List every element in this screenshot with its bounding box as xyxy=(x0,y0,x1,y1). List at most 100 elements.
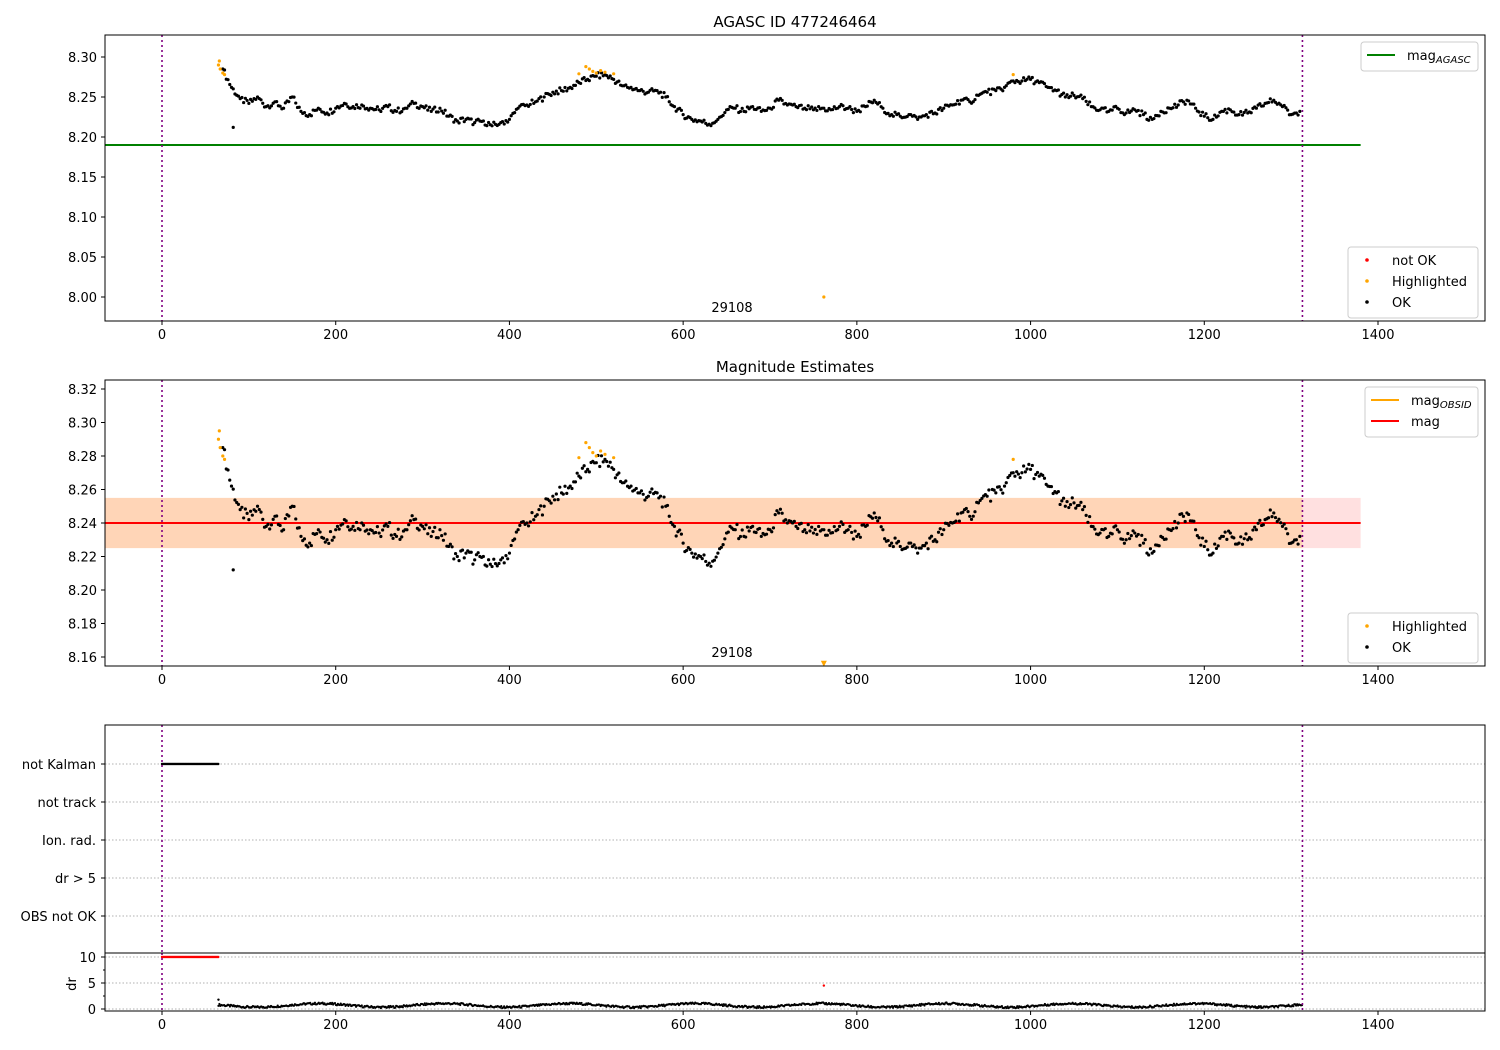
top-ok-point xyxy=(344,102,348,106)
top-ok-point xyxy=(240,95,244,100)
mid-ok-point xyxy=(780,511,784,515)
top-ytick-label: 8.10 xyxy=(68,211,97,226)
mid-highlighted-point xyxy=(591,451,595,455)
top-ok-point xyxy=(1261,104,1265,108)
mid-ok-point xyxy=(639,489,644,493)
dr-ok-point xyxy=(724,1003,727,1006)
top-ok-point xyxy=(374,107,378,112)
top-ok-point xyxy=(436,110,440,114)
top-ok-point xyxy=(954,102,958,106)
mid-ok-point xyxy=(594,461,598,465)
top-ok-point xyxy=(872,98,876,102)
top-ok-point xyxy=(245,98,249,103)
dr-ok-point xyxy=(662,1003,665,1006)
mid-ok-point xyxy=(1174,526,1179,530)
not-kalman-point xyxy=(217,762,220,766)
mid-ok-point xyxy=(822,528,826,532)
mid-ok-point xyxy=(1216,544,1220,548)
mid-ok-point xyxy=(551,494,555,498)
top-ok-point xyxy=(1240,113,1245,117)
top-upper-legend xyxy=(1360,41,1479,72)
mid-ok-point xyxy=(827,528,831,532)
mid-ok-point xyxy=(1181,514,1186,518)
top-ok-point xyxy=(450,114,454,118)
mid-ok-point xyxy=(777,511,781,515)
mid-ok-point xyxy=(856,532,861,536)
top-ok-point xyxy=(1284,106,1288,110)
top-xtick-label: 0 xyxy=(158,328,166,343)
top-ok-point xyxy=(507,117,512,121)
mid-ok-point xyxy=(881,528,885,532)
top-ok-point xyxy=(394,109,399,113)
mid-ok-point xyxy=(1272,511,1276,515)
mid-ok-point xyxy=(1079,500,1083,504)
top-ok-point xyxy=(757,106,762,110)
mid-ok-point xyxy=(387,521,392,525)
mid-ok-point xyxy=(886,538,890,543)
mid-ok-point xyxy=(942,528,946,532)
top-ok-point xyxy=(236,94,241,98)
mid-ok-point xyxy=(612,467,616,471)
mid-ok-point xyxy=(1117,530,1121,534)
mid-ok-point xyxy=(488,562,492,566)
mid-ok-point xyxy=(1086,520,1090,524)
mid-ok-point xyxy=(1251,528,1255,532)
mid-ok-point xyxy=(792,519,796,523)
dr-xtick-label: 1400 xyxy=(1361,1018,1394,1033)
mid-ok-point xyxy=(1286,532,1290,536)
mid-ok-point xyxy=(335,524,340,528)
mid-ok-point xyxy=(410,514,414,518)
mid-ok-point xyxy=(1088,514,1092,519)
mid-lower-legend-marker xyxy=(1365,624,1369,628)
top-ok-point xyxy=(1239,109,1243,114)
top-ok-point xyxy=(443,108,447,112)
mid-ok-point xyxy=(893,536,897,540)
mid-ok-point xyxy=(492,557,496,561)
mid-ok-point xyxy=(716,551,720,555)
mid-ok-point xyxy=(441,538,446,542)
top-ok-point xyxy=(1049,85,1054,90)
mid-ok-point xyxy=(830,531,835,535)
top-ok-point xyxy=(452,120,456,124)
mid-ok-point xyxy=(1211,551,1215,555)
mid-ok-point xyxy=(1122,541,1126,545)
mid-ok-point xyxy=(989,499,993,503)
top-highlighted-point xyxy=(603,70,607,74)
mid-ok-point xyxy=(806,523,810,527)
top-ok-point xyxy=(1268,97,1272,101)
mid-ok-point xyxy=(723,537,727,541)
mid-ok-point xyxy=(407,523,411,527)
top-ok-point xyxy=(624,83,628,87)
top-ok-point xyxy=(396,106,400,110)
dr-ok-point xyxy=(333,1002,337,1005)
top-ok-point xyxy=(1138,114,1142,118)
mid-ok-point xyxy=(579,476,583,480)
mid-ok-point xyxy=(924,541,928,545)
top-ok-point xyxy=(629,85,633,89)
mid-ok-point xyxy=(426,532,430,536)
top-ok-point xyxy=(540,99,545,103)
mid-ok-point xyxy=(691,555,696,559)
mid-ok-point xyxy=(1275,519,1279,524)
dr-xtick-label: 200 xyxy=(323,1018,348,1033)
mid-ok-point xyxy=(726,530,730,534)
top-ok-point xyxy=(1237,113,1241,117)
mid-ok-point xyxy=(735,522,739,527)
top-ok-point xyxy=(563,85,567,90)
mid-ok-point xyxy=(473,558,477,562)
mid-ok-point xyxy=(497,561,501,566)
top-xtick-label: 400 xyxy=(497,328,522,343)
top-ok-point xyxy=(1296,113,1300,117)
mid-ok-point xyxy=(905,545,909,549)
mid-ok-point xyxy=(528,520,532,524)
mid-ok-point xyxy=(771,526,776,530)
mid-ok-point xyxy=(909,541,913,545)
mid-ok-point xyxy=(1206,548,1210,552)
dr-ok-point xyxy=(937,1001,940,1004)
top-ok-point xyxy=(891,114,895,118)
mid-ok-point xyxy=(502,561,506,565)
mid-ok-point xyxy=(238,508,242,512)
top-ok-point xyxy=(1042,82,1047,86)
mid-ok-point xyxy=(245,511,249,516)
mid-ok-point xyxy=(516,528,520,532)
